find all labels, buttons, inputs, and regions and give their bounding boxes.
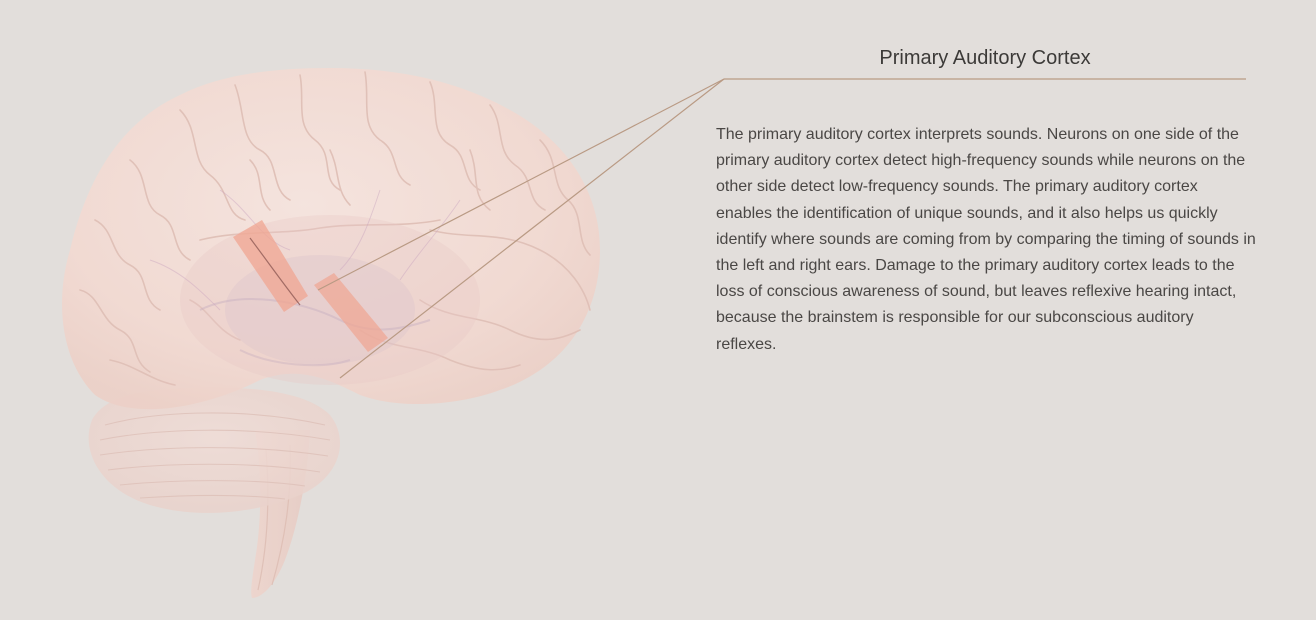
cerebellum — [88, 387, 341, 513]
brain-illustration[interactable] — [0, 0, 720, 620]
region-description: The primary auditory cortex interprets s… — [716, 126, 1256, 353]
region-title: Primary Auditory Cortex — [879, 47, 1091, 69]
